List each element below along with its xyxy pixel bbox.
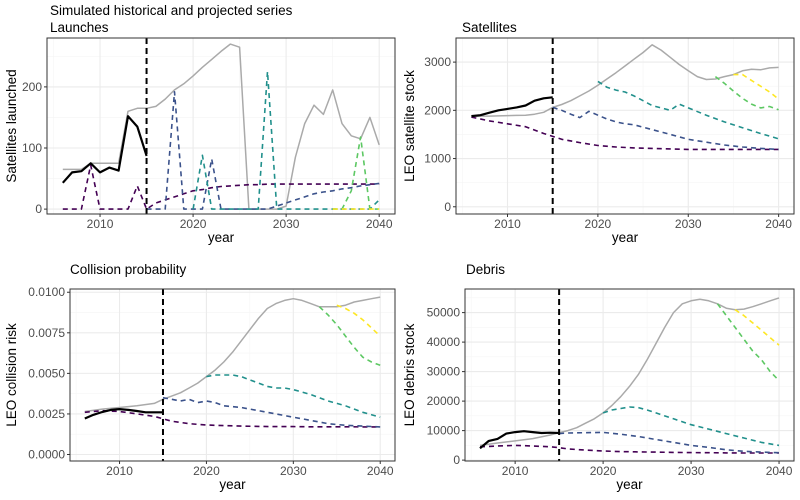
y-tick-label: 200 xyxy=(22,80,42,94)
x-axis-title: year xyxy=(612,230,639,245)
series-policy-2 xyxy=(559,431,780,454)
series-open-access xyxy=(471,44,779,118)
x-tick-label: 2040 xyxy=(766,464,793,478)
panel-title: Launches xyxy=(50,20,109,35)
y-tick-label: 50000 xyxy=(427,306,461,320)
series-policy-4 xyxy=(332,136,380,210)
series-policy-4 xyxy=(716,303,780,382)
y-tick-label: 0.0025 xyxy=(28,407,65,421)
x-tick-label: 2040 xyxy=(366,217,393,231)
series-policy-1 xyxy=(479,444,779,454)
plot-border xyxy=(46,37,396,215)
plot-border xyxy=(69,288,396,462)
x-tick-label: 2020 xyxy=(590,464,617,478)
plot-background xyxy=(456,38,794,214)
y-tick-label: 0.0075 xyxy=(28,326,65,340)
y-tick-label: 0.0050 xyxy=(28,366,65,380)
series-policy-3 xyxy=(602,406,780,447)
plot-background xyxy=(47,38,395,214)
panel-launches: Launches 2010 2020 2030 2040 0 100 200 year Satel… xyxy=(4,20,396,245)
x-axis-title: year xyxy=(208,230,235,245)
series-policy-2 xyxy=(146,91,380,210)
y-tick-label: 40000 xyxy=(427,335,461,349)
x-axis-title: year xyxy=(219,477,246,492)
series-history xyxy=(479,430,560,450)
series-policy-3 xyxy=(206,374,381,418)
x-tick-label: 2030 xyxy=(280,464,307,478)
x-tick-label: 2020 xyxy=(193,464,220,478)
x-tick-label: 2030 xyxy=(675,217,702,231)
y-tick-label: 3000 xyxy=(424,55,451,69)
series-policy-2 xyxy=(162,396,381,428)
series-policy-5 xyxy=(734,309,780,346)
panel-debris: Debris 2010 2020 2030 2040 0 10000 20000 30000 40… xyxy=(402,262,795,492)
x-tick-label: 2040 xyxy=(367,464,394,478)
series-policy-2 xyxy=(552,106,779,151)
series-policy-4 xyxy=(714,75,779,111)
x-tick-label: 2030 xyxy=(273,217,300,231)
panel-title: Debris xyxy=(466,262,505,277)
plot-border xyxy=(464,288,795,462)
y-tick-label: 0 xyxy=(444,200,451,214)
y-tick-label: 2000 xyxy=(424,103,451,117)
series-history xyxy=(471,96,553,118)
series-history xyxy=(61,115,148,184)
x-tick-label: 2010 xyxy=(502,464,529,478)
series-policy-1 xyxy=(471,116,779,151)
series-policy-4 xyxy=(318,306,381,367)
y-axis-title: Satellites launched xyxy=(4,69,19,182)
y-tick-label: 20000 xyxy=(427,394,461,408)
figure-title: Simulated historical and projected serie… xyxy=(50,3,293,18)
x-tick-label: 2020 xyxy=(585,217,612,231)
panel-title: Satellites xyxy=(462,20,517,35)
y-tick-label: 0 xyxy=(35,202,42,216)
plot-background xyxy=(465,289,794,461)
series-open-access xyxy=(62,43,380,210)
x-tick-label: 2010 xyxy=(106,464,133,478)
y-tick-label: 10000 xyxy=(427,424,461,438)
y-tick-label: 0.0000 xyxy=(28,448,65,462)
y-axis-title: LEO debris stock xyxy=(402,323,417,426)
x-tick-label: 2030 xyxy=(678,464,705,478)
y-tick-label: 30000 xyxy=(427,365,461,379)
y-tick-label: 0.0100 xyxy=(28,285,65,299)
plot-border xyxy=(455,37,795,215)
x-tick-label: 2020 xyxy=(180,217,207,231)
x-tick-label: 2010 xyxy=(87,217,114,231)
x-tick-label: 2010 xyxy=(494,217,521,231)
x-tick-label: 2040 xyxy=(765,217,792,231)
series-policy-1 xyxy=(62,164,380,210)
panel-satellites: Satellites 2010 2020 2030 2040 0 1000 2000 3000 y… xyxy=(402,20,795,245)
plot-background xyxy=(70,289,395,461)
y-tick-label: 100 xyxy=(22,141,42,155)
series-history xyxy=(84,408,163,420)
y-tick-label: 0 xyxy=(453,453,460,467)
x-axis-title: year xyxy=(616,477,643,492)
panel-title: Collision probability xyxy=(70,262,187,277)
series-policy-3 xyxy=(192,70,380,210)
y-tick-label: 1000 xyxy=(424,152,451,166)
y-axis-title: LEO satellite stock xyxy=(402,70,417,182)
panel-collision: Collision probability 2010 2020 2030 2040 0.0… xyxy=(4,262,396,492)
y-axis-title: LEO collision risk xyxy=(4,323,19,427)
series-policy-1 xyxy=(84,409,381,428)
series-policy-3 xyxy=(597,80,779,140)
